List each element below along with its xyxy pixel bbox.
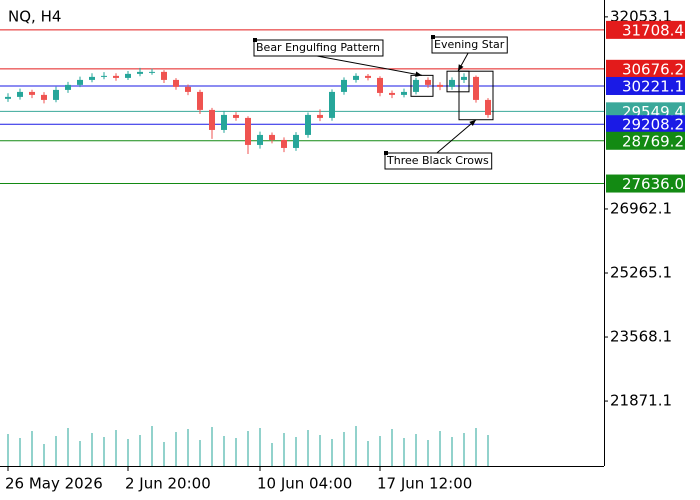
annotation-arrow: [316, 55, 423, 76]
level-label: 30676.2: [622, 60, 684, 78]
candle-body: [425, 79, 431, 85]
level-label: 28769.2: [622, 132, 684, 150]
level-label: 27636.0: [622, 175, 684, 193]
level-label: 31708.4: [622, 21, 684, 39]
x-tick-label: 2 Jun 20:00: [125, 475, 211, 493]
candle-body: [281, 139, 287, 148]
candle-body: [149, 71, 155, 73]
x-tick-label: 10 Jun 04:00: [257, 475, 352, 493]
candle-body: [125, 73, 131, 78]
annotation-label: Three Black Crows: [386, 154, 489, 167]
candle-body: [461, 76, 467, 80]
arrow-head: [458, 64, 464, 72]
candle-body: [185, 86, 191, 92]
y-tick-label: 26962.1: [610, 199, 672, 217]
annotation-label: Bear Engulfing Pattern: [256, 41, 380, 54]
candle-body: [389, 92, 395, 95]
candle-body: [137, 71, 143, 74]
candle-body: [473, 76, 479, 100]
candle-body: [245, 117, 251, 145]
candle-body: [89, 76, 95, 80]
arrow-head: [415, 71, 422, 77]
candle-body: [65, 84, 71, 90]
level-badge: [606, 174, 685, 193]
y-tick-label: 25265.1: [610, 263, 672, 281]
candle-body: [5, 96, 11, 99]
x-tick-label: 26 May 2026: [5, 475, 103, 493]
candle-body: [353, 75, 359, 80]
y-tick-label: 32053.1: [610, 7, 672, 25]
y-tick-label: 21871.1: [610, 392, 672, 410]
level-label: 29208.2: [622, 116, 684, 134]
candle-body: [413, 79, 419, 92]
candle-body: [269, 134, 275, 140]
annotation-box: [384, 152, 493, 170]
candle-body: [377, 77, 383, 93]
arrow-head: [469, 119, 476, 126]
candle-body: [293, 134, 299, 148]
annotation-anchor: [384, 151, 388, 155]
candle-body: [485, 99, 491, 115]
candle-body: [53, 89, 59, 100]
level-badge: [606, 59, 685, 78]
candle-body: [317, 114, 323, 118]
candle-body: [305, 114, 311, 135]
candle-body: [101, 75, 107, 77]
candle-body: [233, 114, 239, 118]
x-tick-label: 17 Jun 12:00: [377, 475, 472, 493]
annotation-arrow: [436, 119, 477, 154]
candle-body: [113, 75, 119, 78]
chart-title: NQ, H4: [8, 8, 61, 26]
candle-body: [29, 91, 35, 95]
candle-body: [329, 91, 335, 118]
level-label: 30221.1: [622, 77, 684, 95]
candle-body: [365, 75, 371, 78]
candle-body: [437, 84, 443, 87]
level-badge: [606, 131, 685, 150]
level-badge: [606, 76, 685, 95]
candle-body: [77, 79, 83, 85]
candle-body: [17, 91, 23, 97]
candle-body: [449, 79, 455, 87]
candle-body: [401, 91, 407, 95]
annotation-label: Evening Star: [434, 38, 505, 51]
candle-body: [197, 91, 203, 110]
candle-body: [257, 134, 263, 145]
annotation-anchor: [431, 35, 435, 39]
candle-body: [221, 114, 227, 130]
level-badge: [606, 115, 685, 134]
candle-body: [173, 79, 179, 87]
candle-body: [161, 71, 167, 80]
annotation-anchor: [253, 38, 257, 42]
candle-body: [209, 109, 215, 130]
annotation-box: [431, 36, 508, 54]
candle-body: [341, 79, 347, 92]
candle-body: [41, 94, 47, 100]
y-tick-label: 23568.1: [610, 328, 672, 346]
level-badge: [606, 20, 685, 39]
